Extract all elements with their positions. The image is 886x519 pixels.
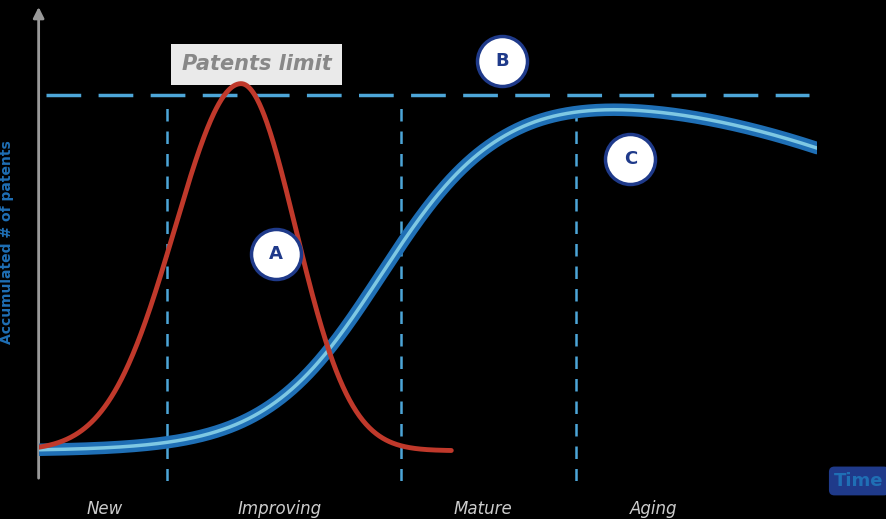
Text: Accumulated # of patents: Accumulated # of patents bbox=[1, 141, 14, 345]
Text: C: C bbox=[624, 151, 637, 168]
Text: Patents limit: Patents limit bbox=[182, 54, 331, 74]
Text: Improving: Improving bbox=[238, 500, 322, 518]
Text: Aging: Aging bbox=[630, 500, 678, 518]
Text: B: B bbox=[495, 52, 509, 70]
Text: Mature: Mature bbox=[453, 500, 512, 518]
Text: New: New bbox=[87, 500, 123, 518]
Text: Time: Time bbox=[835, 472, 884, 490]
Text: A: A bbox=[269, 245, 283, 263]
